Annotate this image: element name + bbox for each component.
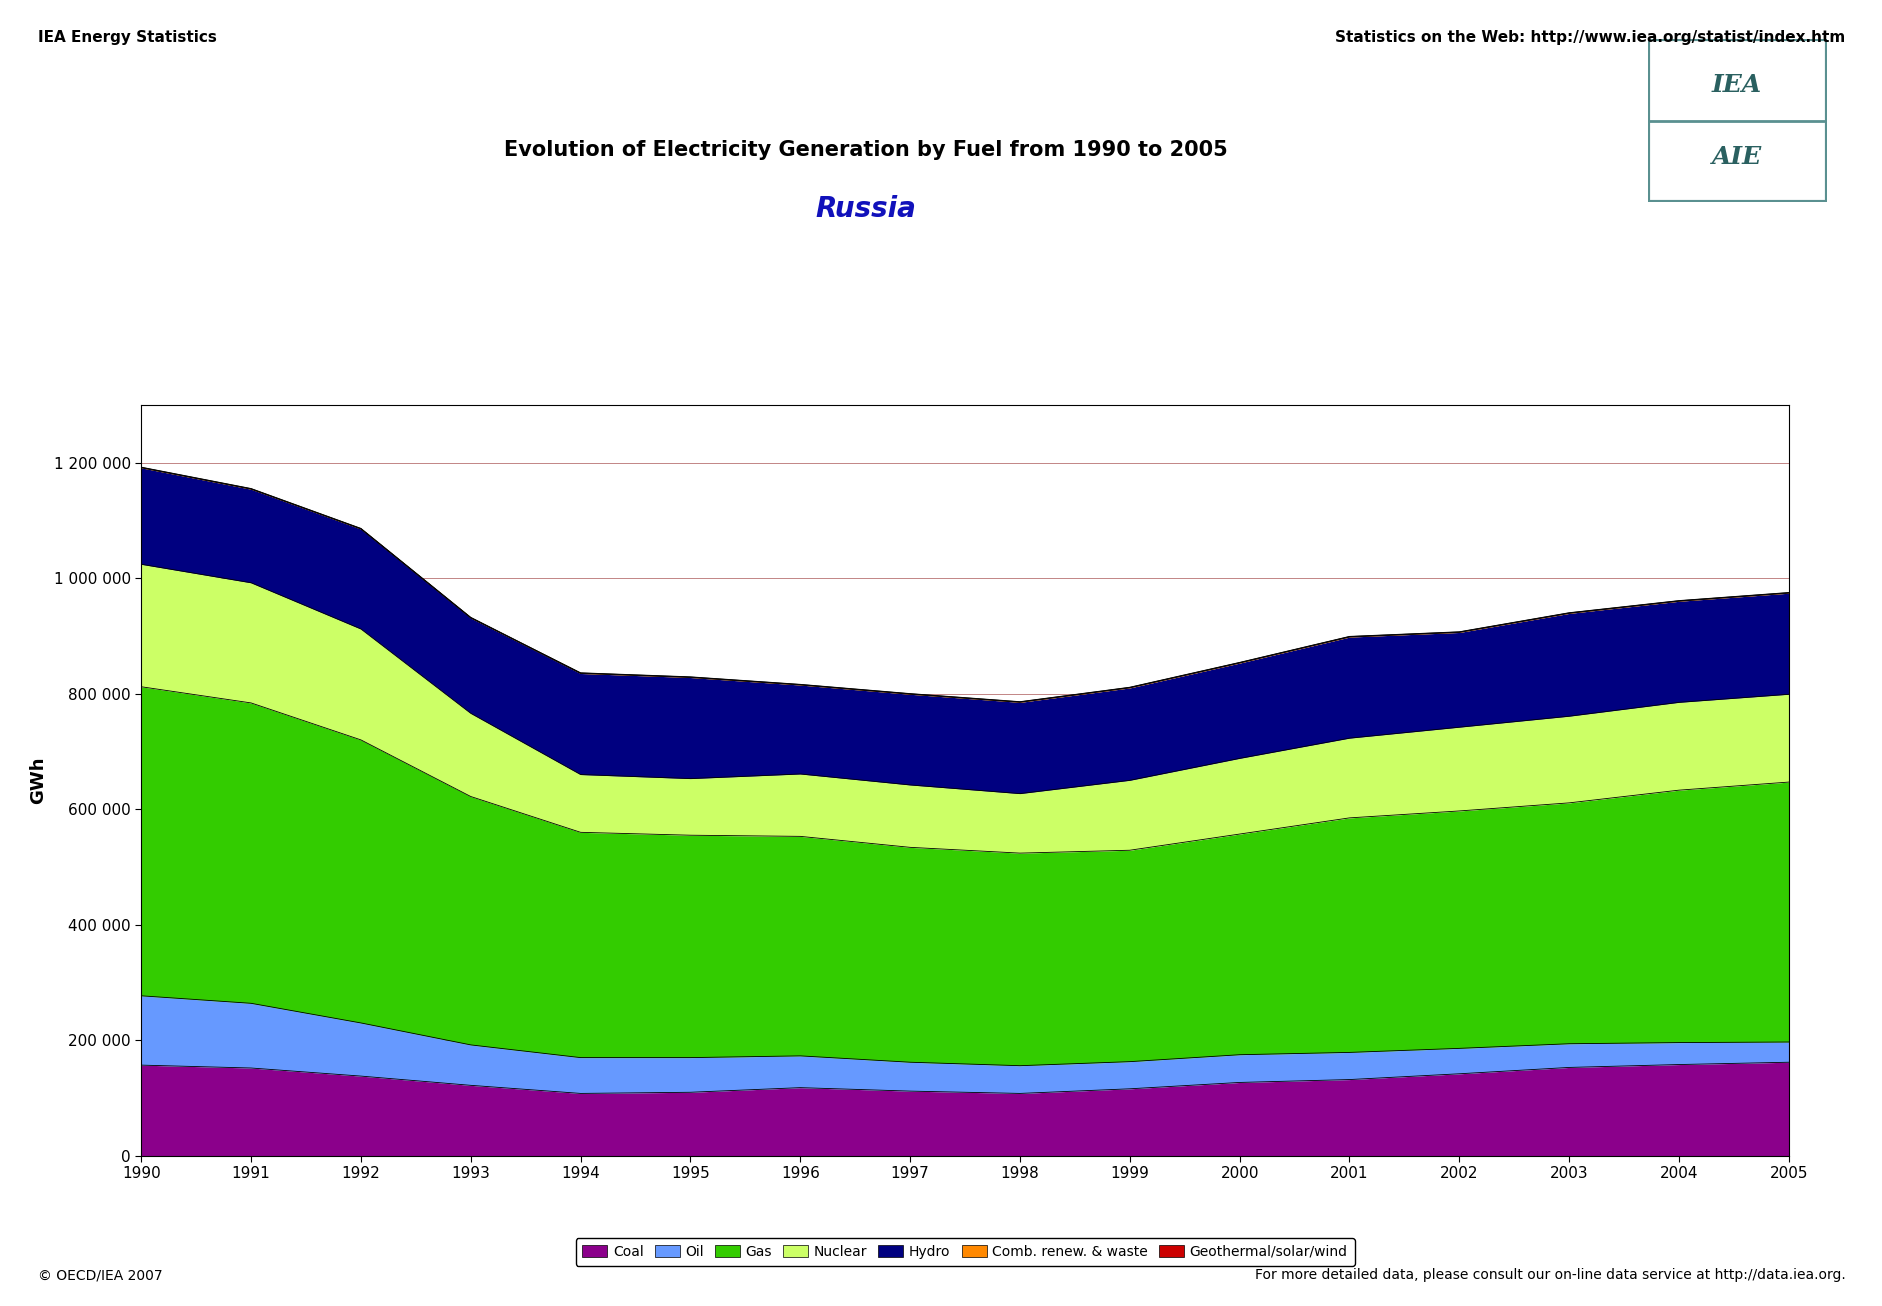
Text: IEA: IEA <box>1711 73 1762 97</box>
Text: Evolution of Electricity Generation by Fuel from 1990 to 2005: Evolution of Electricity Generation by F… <box>504 140 1227 161</box>
Text: AIE: AIE <box>1711 145 1762 168</box>
Legend: Coal, Oil, Gas, Nuclear, Hydro, Comb. renew. & waste, Geothermal/solar/wind: Coal, Oil, Gas, Nuclear, Hydro, Comb. re… <box>576 1238 1353 1266</box>
Text: Russia: Russia <box>815 195 917 223</box>
Text: © OECD/IEA 2007: © OECD/IEA 2007 <box>38 1268 162 1282</box>
Y-axis label: GWh: GWh <box>28 756 47 804</box>
Text: IEA Energy Statistics: IEA Energy Statistics <box>38 30 216 44</box>
Text: For more detailed data, please consult our on-line data service at http://data.i: For more detailed data, please consult o… <box>1253 1268 1844 1282</box>
Text: Statistics on the Web: http://www.iea.org/statist/index.htm: Statistics on the Web: http://www.iea.or… <box>1334 30 1844 44</box>
